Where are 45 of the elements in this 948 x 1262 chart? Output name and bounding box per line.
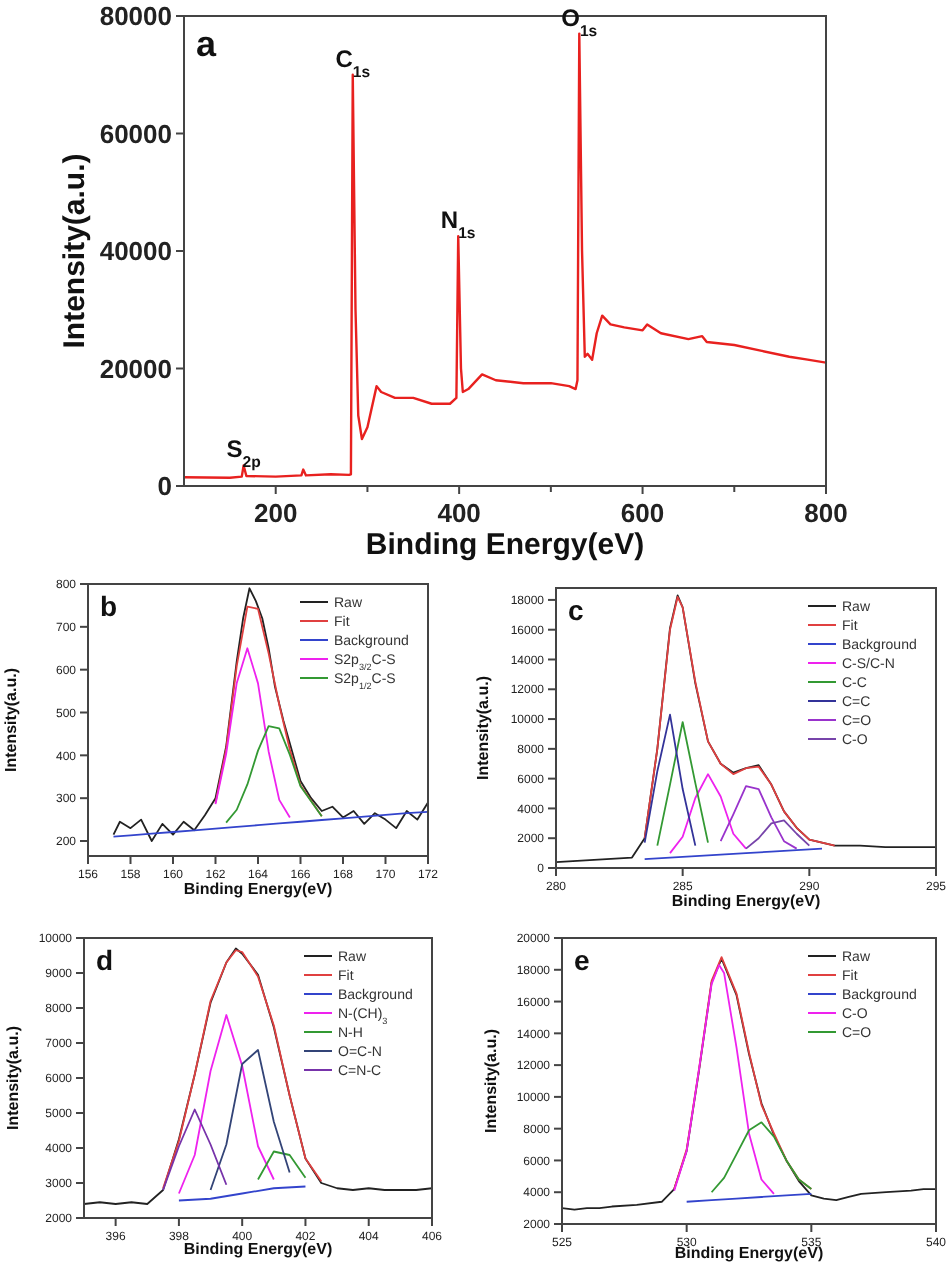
x-tick-label: 600 [620,498,665,528]
line-series [656,721,709,847]
annotation: e [574,944,590,976]
line-series [209,1049,291,1191]
x-axis-title: Binding Energy(eV) [183,880,333,898]
line-series [225,725,323,824]
y-tick-label: 60000 [99,118,172,149]
line-series [673,964,775,1195]
x-tick-label: 800 [804,498,848,528]
line-series [257,1150,307,1181]
annotation: b [100,590,118,622]
line-series [214,647,291,819]
y-tick-label: 20000 [99,353,172,384]
annotation: S$_{2p}$ [226,435,262,471]
x-tick-label: 400 [437,498,481,528]
line-series [178,1014,275,1195]
line-series [112,587,428,842]
annotation: d [96,944,114,976]
line-series [719,785,798,850]
annotation: N$_{1s}$ [440,206,477,242]
line-series [178,1185,307,1202]
line-series [745,819,811,850]
line-series [162,1108,228,1191]
y-axis-title: Intensity(a.u.) [474,675,492,781]
x-axis-title: Binding Energy(eV) [674,1244,824,1262]
line-series [669,773,747,855]
y-axis-title: Intensity(a.u.) [4,1025,22,1131]
x-axis-title: Binding Energy(eV) [671,892,821,910]
y-tick-label: 80000 [99,1,172,32]
line-series [112,810,428,838]
y-tick-label: 0 [157,471,172,502]
y-tick-label: 40000 [99,236,172,267]
x-tick-label: 200 [254,498,298,528]
line-series [710,1121,813,1194]
y-axis-title: Intensity(a.u.) [482,1028,500,1134]
line-series [643,596,836,847]
annotation: c [568,594,584,626]
y-axis-title: Intensity(a.u.) [2,667,20,773]
line-series [162,949,323,1190]
x-axis-title: Binding Energy(eV) [183,1240,333,1258]
x-axis-title: Binding Energy(eV) [365,528,645,562]
annotation: C$_{1s}$ [335,44,372,80]
annotation: a [196,24,218,64]
line-series [643,713,697,847]
y-axis-title: Intensity(a.u.) [58,153,92,349]
